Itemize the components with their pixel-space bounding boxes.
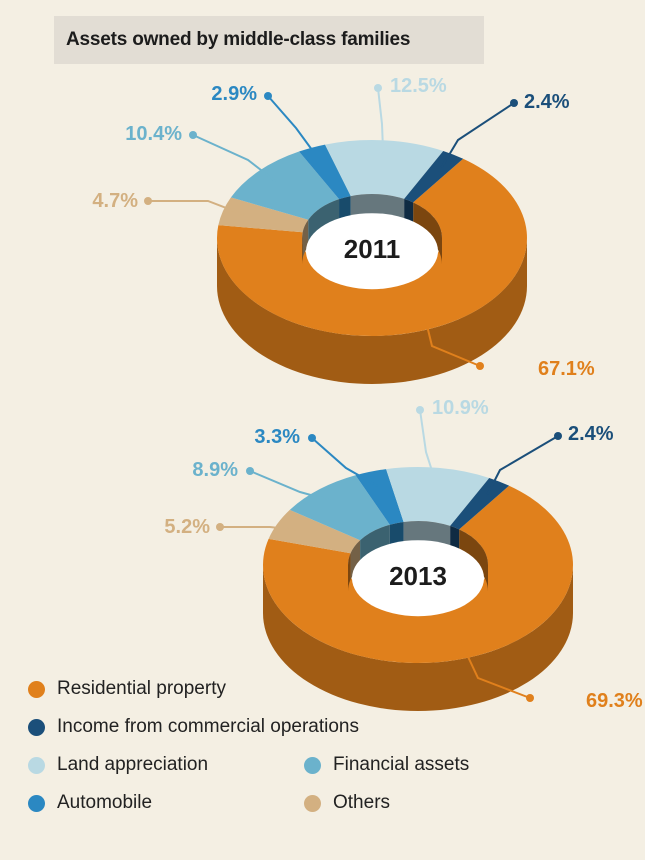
callout-dot [526,694,534,702]
callout-line [311,437,378,487]
data-label-residential-property: 67.1% [538,358,595,380]
slice-land-appreciation [325,140,444,199]
legend-label: Land appreciation [57,754,209,775]
legend-item-land-appreciation: Land appreciation [28,754,208,776]
legend-swatch [28,756,45,774]
callout-line [377,87,385,156]
slice-financial-assets [230,151,340,220]
data-label-automobile: 2.9% [211,83,257,105]
callout-dot [476,362,484,370]
donut-inner-wall [302,232,303,265]
legend-item-income-commercial: Income from commercial operations [28,716,359,738]
callout-line [460,642,531,699]
legend-label: Automobile [57,792,153,813]
callout-line [148,200,246,217]
data-label-land-appreciation: 12.5% [390,75,447,97]
slice-residential-property [217,158,527,336]
slice-automobile [355,469,404,525]
callout-dot [189,131,197,139]
data-label-income-from-commercial-operations: 2.4% [568,423,614,445]
callout-line [249,470,334,503]
data-label-land-appreciation: 10.9% [432,397,489,419]
callout-line [419,409,437,484]
legend-item-others: Others [304,792,390,814]
callout-line [220,526,298,532]
callout-line [423,314,481,367]
donut-hole [306,213,438,290]
slice-others [218,197,309,233]
legend-item-residential-property: Residential property [28,678,226,700]
callout-dot [510,99,518,107]
callout-dot [308,434,316,442]
donut-side-wall [217,238,527,384]
callout-dot [216,523,224,531]
data-label-residential-property: 69.3% [586,690,643,712]
callout-line [486,435,559,495]
legend-swatch [28,680,45,698]
donut-inner-wall [350,540,361,580]
callout-dot [246,467,254,475]
slice-land-appreciation [386,467,490,526]
data-label-financial-assets: 10.4% [125,123,182,145]
slice-income-from-commercial-operations [450,477,510,530]
legend-item-financial-assets: Financial assets [304,754,469,776]
legend-swatch [28,794,45,812]
data-label-others: 4.7% [92,190,138,212]
callout-line [440,102,515,168]
callout-dot [554,432,562,440]
data-label-financial-assets: 8.9% [192,459,238,481]
donut-inner-wall [302,219,309,259]
donut-year-label: 2013 [389,561,447,591]
legend-label: Residential property [57,678,226,699]
chart-title: Assets owned by middle-class families [66,29,411,50]
callout-dot [374,84,382,92]
data-label-automobile: 3.3% [254,426,300,448]
data-label-others: 5.2% [164,516,210,538]
callout-line [192,134,277,182]
callout-dot [264,92,272,100]
donut-year-label: 2011 [344,234,400,264]
legend-swatch [304,794,321,812]
legend-label: Income from commercial operations [57,716,359,737]
legend-swatch [304,756,321,774]
legend-label: Financial assets [333,754,470,775]
donut-side-wall [263,565,573,711]
donut-2011: 2011 67.1% 4.7% 10.4% 2.9% 12.5% 2.4% [92,75,595,384]
data-label-income-from-commercial-operations: 2.4% [524,91,570,113]
slice-others [268,509,361,554]
callout-dot [416,406,424,414]
slice-financial-assets [289,475,390,541]
slice-income-from-commercial-operations [404,150,464,203]
callout-dot [144,197,152,205]
donut-hole [352,540,484,617]
legend-swatch [28,718,45,736]
donut-2013: 2013 69.3% 5.2% 8.9% 3.3% 10.9% 2.4% [164,397,643,712]
legend-item-automobile: Automobile [28,792,152,814]
callout-line [267,95,322,163]
legend-label: Others [333,792,391,813]
chart-title-box: Assets owned by middle-class families [54,16,484,64]
legend: Residential property Income from commerc… [28,672,628,832]
slice-automobile [299,144,351,200]
slice-residential-property [263,485,573,663]
donut-inner-wall [348,553,351,592]
